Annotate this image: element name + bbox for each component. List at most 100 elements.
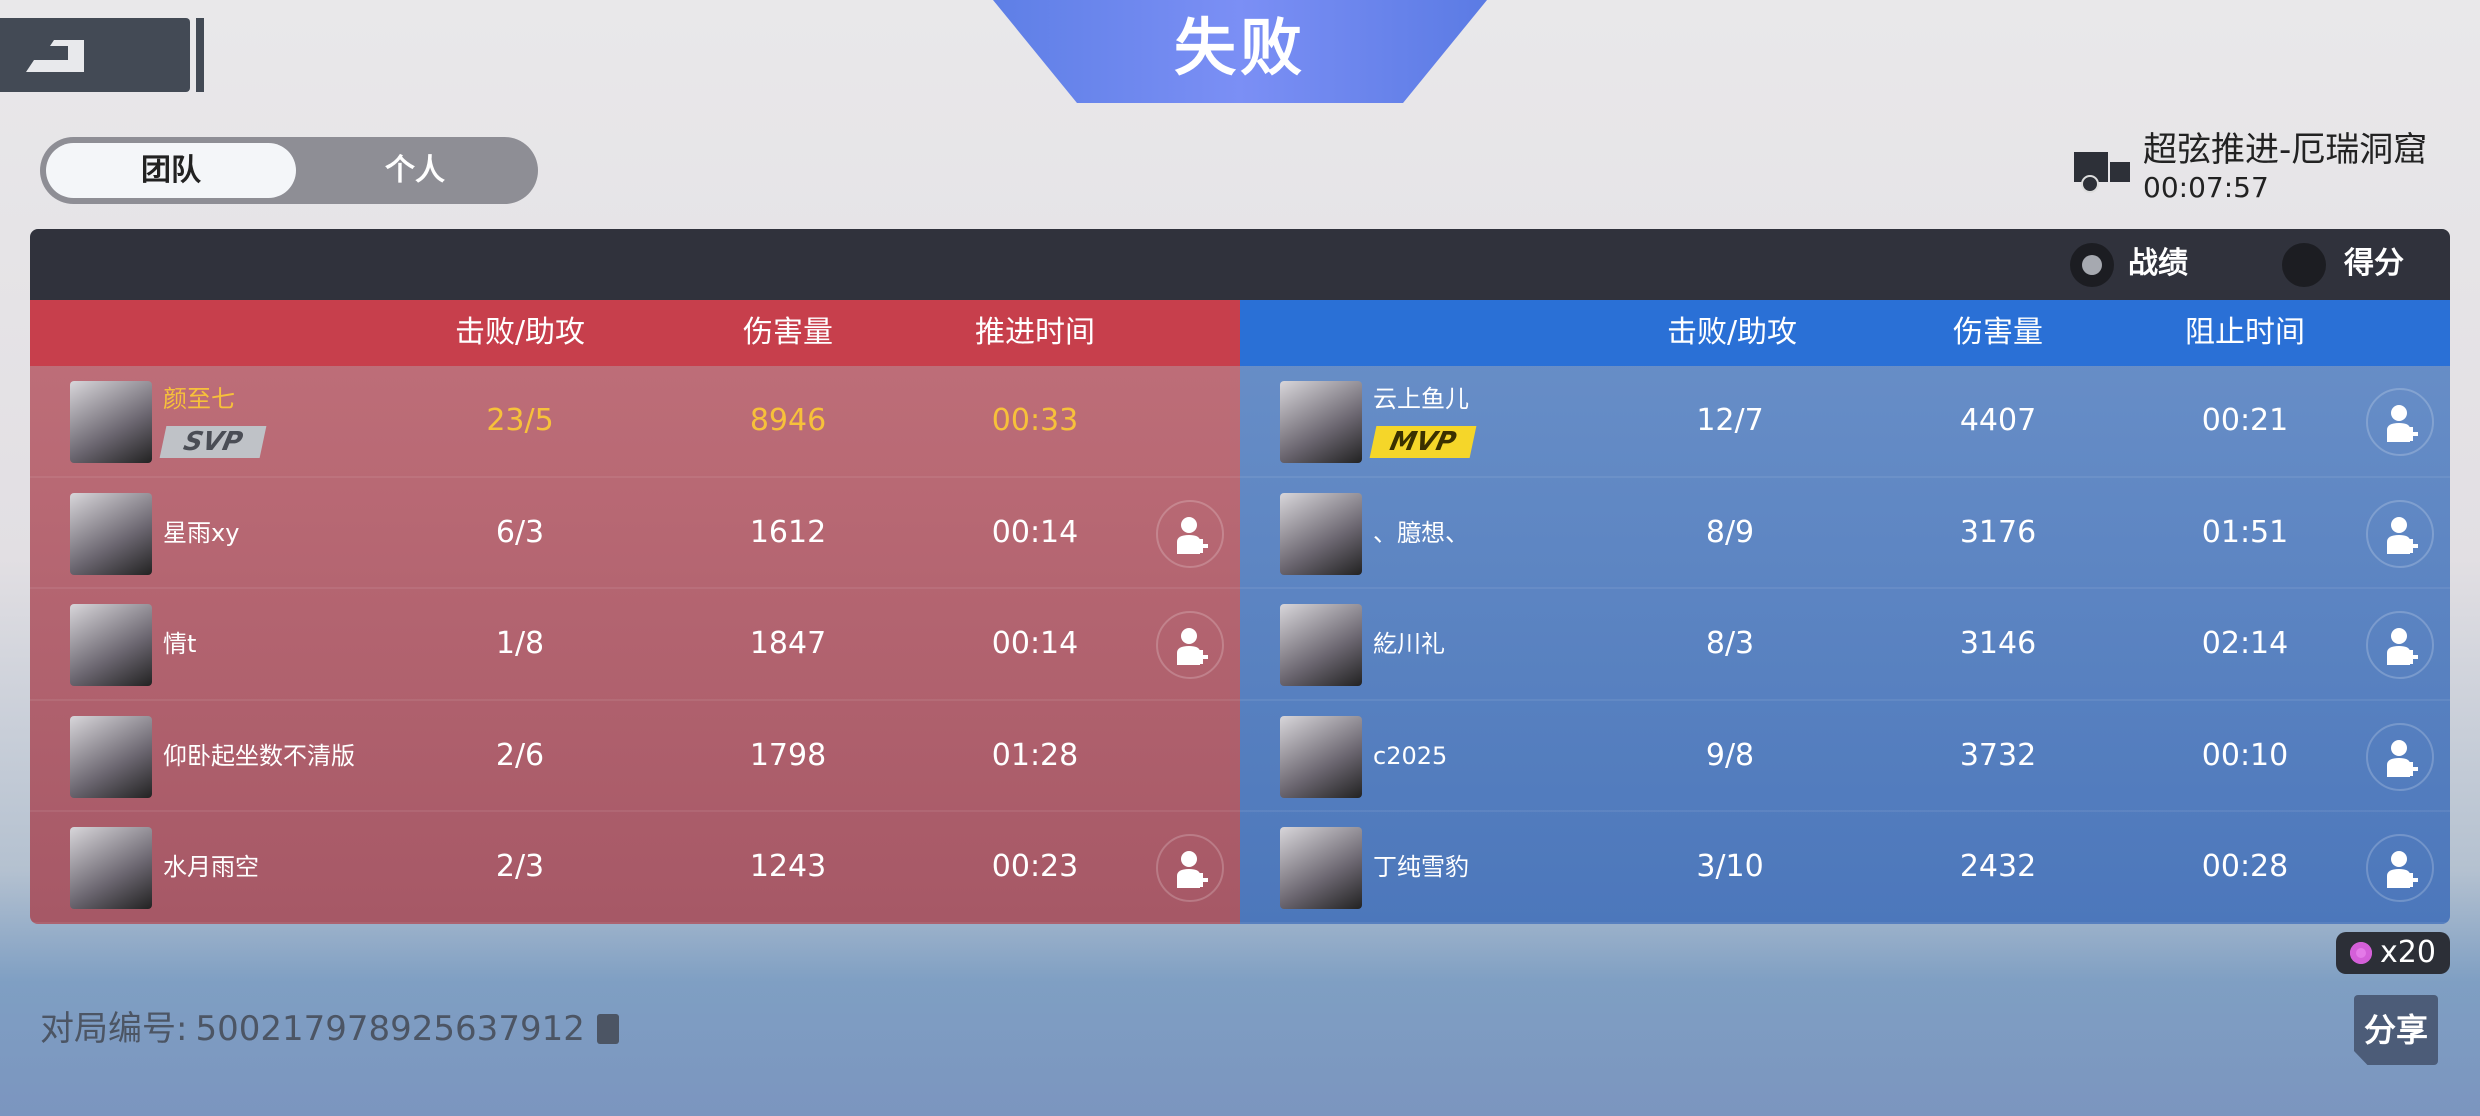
objective-time: 00:23 <box>991 849 1079 884</box>
player-avatar[interactable] <box>70 604 152 686</box>
tab-team[interactable]: 团队 <box>46 143 296 198</box>
player-row: 颜至七 SVP 23/5 8946 00:33 <box>30 366 1240 478</box>
player-name: 云上鱼儿 <box>1373 385 1469 413</box>
kills-assists: 9/8 <box>1705 737 1755 773</box>
objective-time: 00:10 <box>2201 737 2289 773</box>
player-name: 丁纯雪豹 <box>1373 853 1469 881</box>
match-id: 对局编号: 500217978925637912 <box>40 1008 619 1050</box>
player-name: 颜至七 <box>163 385 235 413</box>
player-name: 情t <box>163 630 197 658</box>
player-avatar[interactable] <box>70 827 152 909</box>
damage: 1243 <box>749 849 827 884</box>
kills-assists: 12/7 <box>1696 403 1764 438</box>
view-toggle-bar: 战绩 得分 <box>30 229 2450 300</box>
kills-assists: 1/8 <box>495 626 545 661</box>
red-team-panel: 击败/助攻 伤害量 推进时间 颜至七 SVP 23/5 8946 00:33 星雨xy 6/… <box>30 300 1240 924</box>
radio-stats[interactable] <box>2070 243 2114 287</box>
column-header: 伤害量 <box>743 315 833 350</box>
add-friend-button[interactable] <box>1156 834 1224 902</box>
player-row: 丁纯雪豹 3/10 2432 00:28 <box>1240 812 2450 924</box>
match-id-value: 500217978925637912 <box>195 1009 585 1049</box>
share-reward-tooltip: x20 <box>2336 932 2450 974</box>
player-name: 、臆想、 <box>1373 518 1469 547</box>
tab-switch: 团队 个人 <box>40 137 538 204</box>
player-avatar[interactable] <box>70 492 152 575</box>
damage: 8946 <box>749 403 827 438</box>
objective-time: 00:33 <box>991 403 1079 438</box>
damage: 3176 <box>1959 514 2037 550</box>
add-friend-button[interactable] <box>2366 499 2434 568</box>
objective-time: 00:28 <box>2201 849 2289 884</box>
column-header: 击败/助攻 <box>1666 315 1798 350</box>
damage: 3732 <box>1959 737 2037 773</box>
player-row: 水月雨空 2/3 1243 00:23 <box>30 812 1240 924</box>
kills-assists: 23/5 <box>486 403 554 438</box>
player-avatar[interactable] <box>70 715 152 798</box>
objective-time: 00:14 <box>991 514 1079 550</box>
player-avatar[interactable] <box>1280 827 1362 909</box>
kills-assists: 6/3 <box>495 514 545 550</box>
kills-assists: 2/6 <box>495 737 545 773</box>
damage: 1612 <box>749 514 827 550</box>
player-name: 紇川礼 <box>1373 630 1445 658</box>
blue-team-panel: 击败/助攻 伤害量 阻止时间 云上鱼儿 MVP 12/7 4407 00:21 、臆想、 8… <box>1240 300 2450 924</box>
add-friend-button[interactable] <box>2366 834 2434 902</box>
result-title: 失败 <box>1173 11 1306 84</box>
column-header: 击败/助攻 <box>454 315 586 350</box>
objective-time: 00:14 <box>991 626 1079 661</box>
player-name: c2025 <box>1373 741 1448 770</box>
copy-icon[interactable] <box>596 1014 619 1044</box>
player-row: 仰卧起坐数不清版 2/6 1798 01:28 <box>30 701 1240 812</box>
mode-name: 超弦推进-厄瑞洞窟 <box>2143 130 2428 170</box>
back-divider <box>196 18 204 92</box>
damage: 1847 <box>749 626 827 661</box>
player-name: 水月雨空 <box>163 853 259 881</box>
column-header: 推进时间 <box>975 315 1095 350</box>
player-row: 紇川礼 8/3 3146 02:14 <box>1240 589 2450 701</box>
back-button[interactable] <box>0 18 190 92</box>
player-row: 云上鱼儿 MVP 12/7 4407 00:21 <box>1240 366 2450 478</box>
match-duration: 00:07:57 <box>2143 171 2269 204</box>
add-friend-button[interactable] <box>2366 611 2434 679</box>
add-friend-button[interactable] <box>1156 611 1224 679</box>
kills-assists: 8/9 <box>1705 514 1755 550</box>
add-friend-button[interactable] <box>2366 722 2434 791</box>
objective-time: 00:21 <box>2201 403 2289 438</box>
player-row: c2025 9/8 3732 00:10 <box>1240 701 2450 812</box>
player-avatar[interactable] <box>1280 715 1362 798</box>
player-avatar[interactable] <box>1280 604 1362 686</box>
scoreboard: 战绩 得分 击败/助攻 伤害量 推进时间 颜至七 SVP 23/5 8946 00:33… <box>30 229 2450 924</box>
objective-time: 01:51 <box>2201 514 2289 550</box>
damage: 3146 <box>1959 626 2037 661</box>
player-avatar[interactable] <box>1280 381 1362 463</box>
player-row: 、臆想、 8/9 3176 01:51 <box>1240 478 2450 589</box>
damage: 2432 <box>1959 849 2037 884</box>
damage: 4407 <box>1959 403 2037 438</box>
add-friend-button[interactable] <box>2366 388 2434 456</box>
truck-icon <box>2074 152 2130 193</box>
mvp-badge: MVP <box>1369 426 1477 458</box>
objective-time: 02:14 <box>2201 626 2289 661</box>
radio-score[interactable] <box>2282 243 2326 287</box>
player-avatar[interactable] <box>1280 492 1362 575</box>
radio-score-label[interactable]: 得分 <box>2344 246 2404 281</box>
blue-team-header: 击败/助攻 伤害量 阻止时间 <box>1240 300 2450 366</box>
damage: 1798 <box>749 737 827 773</box>
kills-assists: 2/3 <box>495 849 545 884</box>
match-id-label: 对局编号: <box>40 1009 188 1049</box>
column-header: 伤害量 <box>1953 315 2043 350</box>
svp-badge: SVP <box>159 426 267 458</box>
player-name: 星雨xy <box>163 518 240 547</box>
share-button[interactable]: 分享 <box>2354 995 2438 1065</box>
back-icon <box>26 40 84 72</box>
player-name: 仰卧起坐数不清版 <box>163 741 355 770</box>
radio-stats-label[interactable]: 战绩 <box>2128 246 2188 281</box>
player-avatar[interactable] <box>70 381 152 463</box>
result-banner <box>993 0 1487 103</box>
red-team-header: 击败/助攻 伤害量 推进时间 <box>30 300 1240 366</box>
objective-time: 01:28 <box>991 737 1079 773</box>
kills-assists: 8/3 <box>1705 626 1755 661</box>
player-row: 情t 1/8 1847 00:14 <box>30 589 1240 701</box>
tab-individual[interactable]: 个人 <box>385 153 445 188</box>
add-friend-button[interactable] <box>1156 499 1224 568</box>
